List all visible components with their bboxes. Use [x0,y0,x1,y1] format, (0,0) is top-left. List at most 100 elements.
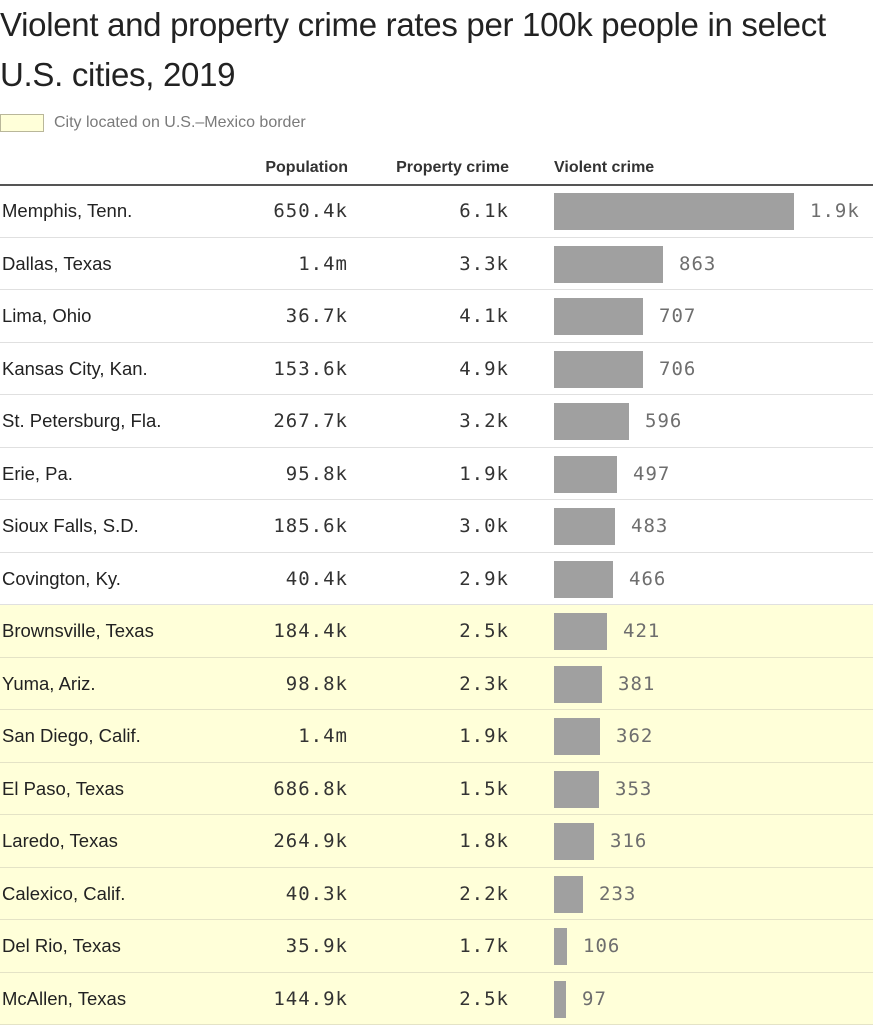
violent-crime-bar [554,666,602,703]
violent-crime-bar [554,351,643,388]
violent-crime-label: 97 [582,973,607,1025]
violent-crime-label: 233 [599,868,636,920]
city-name: El Paso, Texas [2,763,124,815]
violent-crime-label: 707 [659,290,696,342]
violent-crime-label: 362 [616,710,653,762]
population-value: 185.6k [200,500,348,552]
population-value: 35.9k [200,920,348,972]
property-crime-value: 1.5k [360,763,509,815]
population-value: 144.9k [200,973,348,1025]
population-value: 98.8k [200,658,348,710]
property-crime-value: 6.1k [360,185,509,237]
violent-crime-label: 483 [631,500,668,552]
city-name: McAllen, Texas [2,973,126,1025]
city-name: Brownsville, Texas [2,605,154,657]
violent-crime-bar [554,193,794,230]
violent-crime-bar [554,403,629,440]
city-name: Lima, Ohio [2,290,91,342]
property-crime-value: 1.8k [360,815,509,867]
population-value: 1.4m [200,238,348,290]
population-value: 264.9k [200,815,348,867]
violent-crime-bar [554,298,643,335]
property-crime-value: 2.5k [360,973,509,1025]
legend-label: City located on U.S.–Mexico border [54,114,306,132]
city-name: Kansas City, Kan. [2,343,148,395]
population-value: 686.8k [200,763,348,815]
city-name: Memphis, Tenn. [2,185,132,237]
city-name: Sioux Falls, S.D. [2,500,139,552]
city-name: San Diego, Calif. [2,710,141,762]
column-header-population: Population [200,156,348,180]
city-name: Dallas, Texas [2,238,112,290]
property-crime-value: 1.9k [360,448,509,500]
property-crime-value: 1.7k [360,920,509,972]
property-crime-value: 3.0k [360,500,509,552]
violent-crime-bar [554,246,663,283]
city-name: Calexico, Calif. [2,868,125,920]
violent-crime-bar [554,613,607,650]
property-crime-value: 2.3k [360,658,509,710]
violent-crime-bar [554,876,583,913]
violent-crime-label: 706 [659,343,696,395]
city-name: Laredo, Texas [2,815,118,867]
violent-crime-label: 863 [679,238,716,290]
city-name: St. Petersburg, Fla. [2,395,161,447]
violent-crime-label: 316 [610,815,647,867]
population-value: 95.8k [200,448,348,500]
violent-crime-bar [554,771,599,808]
property-crime-value: 4.1k [360,290,509,342]
population-value: 40.4k [200,553,348,605]
population-value: 153.6k [200,343,348,395]
population-value: 267.7k [200,395,348,447]
violent-crime-bar [554,928,567,965]
legend: City located on U.S.–Mexico border [0,110,306,136]
column-header-property-crime: Property crime [360,156,509,180]
chart-title: Violent and property crime rates per 100… [0,0,860,100]
city-name: Erie, Pa. [2,448,73,500]
violent-crime-label: 106 [583,920,620,972]
city-name: Del Rio, Texas [2,920,121,972]
property-crime-value: 2.5k [360,605,509,657]
property-crime-value: 1.9k [360,710,509,762]
column-header-violent-crime: Violent crime [554,156,804,180]
population-value: 184.4k [200,605,348,657]
violent-crime-bar [554,561,613,598]
violent-crime-label: 466 [629,553,666,605]
violent-crime-label: 596 [645,395,682,447]
violent-crime-bar [554,456,617,493]
city-name: Covington, Ky. [2,553,121,605]
violent-crime-label: 353 [615,763,652,815]
population-value: 36.7k [200,290,348,342]
property-crime-value: 3.2k [360,395,509,447]
violent-crime-bar [554,981,566,1018]
violent-crime-label: 497 [633,448,670,500]
property-crime-value: 2.9k [360,553,509,605]
population-value: 650.4k [200,185,348,237]
violent-crime-label: 1.9k [810,185,860,237]
violent-crime-bar [554,508,615,545]
violent-crime-label: 421 [623,605,660,657]
violent-crime-label: 381 [618,658,655,710]
population-value: 40.3k [200,868,348,920]
legend-swatch [0,114,44,132]
property-crime-value: 2.2k [360,868,509,920]
violent-crime-bar [554,718,600,755]
population-value: 1.4m [200,710,348,762]
violent-crime-bar [554,823,594,860]
